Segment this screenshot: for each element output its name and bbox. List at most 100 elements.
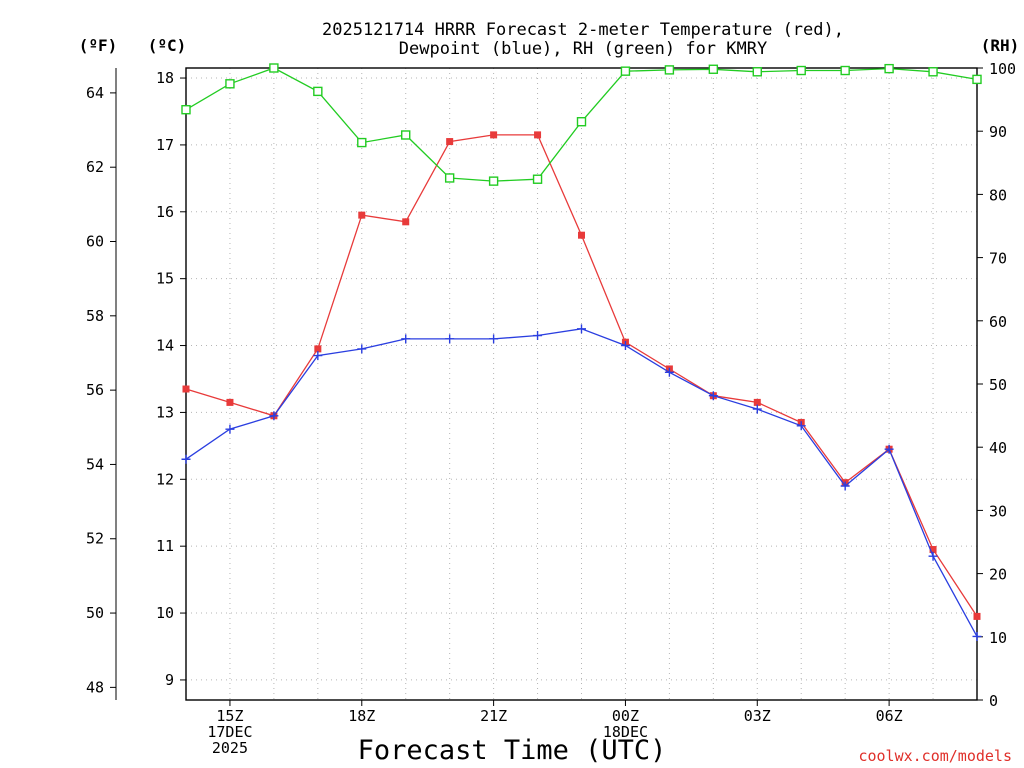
rh-tick-label: 40 [989,439,1007,457]
fahrenheit-tick-label: 58 [86,307,104,325]
x-tick-label: 03Z [744,707,771,725]
rh-tick-label: 90 [989,123,1007,141]
celsius-tick-label: 10 [156,604,174,622]
temperature-point [929,546,937,554]
dewpoint-point [269,411,279,421]
rh-tick-label: 60 [989,313,1007,331]
rh-point [532,174,543,184]
rh-point [620,66,631,76]
rh-point [576,117,587,127]
dewpoint-point [225,424,235,434]
dewpoint-point [577,324,586,334]
dewpoint-point [664,367,674,377]
celsius-unit-label: (ºC) [148,36,187,55]
celsius-tick-label: 11 [156,537,174,555]
chart-title-line-1: 2025121714 HRRR Forecast 2-meter Tempera… [322,20,844,40]
celsius-tick-label: 15 [156,270,174,288]
rh-tick-label: 20 [989,566,1007,584]
rh-tick-label: 70 [989,250,1007,268]
temperature-point [402,218,410,226]
dewpoint-point [357,344,367,354]
dewpoint-point [401,334,411,344]
rh-point [840,65,850,76]
rh-tick-label: 80 [989,186,1007,204]
fahrenheit-tick-label: 62 [86,158,104,176]
celsius-tick-label: 17 [156,136,174,154]
temperature-point [578,231,585,239]
fahrenheit-unit-label: (ºF) [79,36,118,55]
chart-title-line-2: Dewpoint (blue), RH (green) for KMRY [399,39,767,59]
rh-point [752,67,762,77]
rh-point [269,63,279,73]
rh-point [928,67,938,77]
x-tick-label: 15Z [216,707,243,725]
rh-point [313,86,323,97]
grid-lines [185,68,978,700]
celsius-tick-label: 16 [156,203,174,221]
x-tick-label: 00Z [612,707,639,725]
rh-point [357,137,367,148]
fahrenheit-tick-label: 54 [86,455,104,473]
rh-tick-label: 30 [989,502,1007,520]
dewpoint-point [884,444,894,454]
dewpoint-point [313,351,323,361]
celsius-tick-label: 14 [156,337,174,355]
celsius-tick-label: 13 [156,403,174,421]
data-series [181,63,982,641]
rh-point [796,65,806,76]
dewpoint-point [181,454,191,464]
x-tick-label: 18Z [348,707,375,725]
temperature-point [446,138,454,146]
rh-point [884,63,894,74]
temperature-point [358,211,366,219]
x-axis-label: Forecast Time (UTC) [358,735,667,766]
dewpoint-point [620,341,630,351]
temperature-point [753,398,761,406]
dewpoint-point [840,481,850,491]
rh-point [664,65,675,75]
fahrenheit-tick-label: 50 [86,604,104,622]
rh-point [225,79,235,89]
rh-point [708,64,719,74]
dewpoint-point [972,631,982,641]
celsius-tick-label: 12 [156,470,174,488]
x-tick-label: 21Z [480,707,507,725]
fahrenheit-tick-label: 60 [86,233,104,251]
dewpoint-point [928,551,938,561]
dewpoint-point [533,331,543,341]
x-tick-label: 18DEC [603,723,648,741]
celsius-tick-label: 18 [156,69,174,87]
credit-label: coolwx.com/models [858,747,1012,765]
temperature-point [534,131,542,139]
rh-point [972,74,982,85]
temperature-line [185,134,978,617]
temperature-point [314,345,322,353]
dewpoint-point [796,421,806,431]
temperature-point [973,612,981,620]
rh-tick-label: 10 [989,629,1007,647]
dewpoint-point [445,334,455,344]
rh-point [488,176,499,186]
temperature-point [226,398,234,406]
rh-tick-label: 100 [989,60,1016,78]
dewpoint-point [708,391,718,401]
fahrenheit-tick-label: 56 [86,381,104,399]
fahrenheit-tick-label: 48 [86,678,104,696]
fahrenheit-tick-label: 52 [86,530,104,548]
fahrenheit-tick-label: 64 [86,84,104,102]
rh-point [401,130,411,140]
x-tick-label: 17DEC [207,723,252,741]
dewpoint-line [185,328,978,637]
temperature-point [490,131,498,139]
rh-unit-label: (RH) [981,36,1020,55]
axes: 48 50 52 54 56 58 60 62 64 9 10 11 12 13 14 15 16 17 18 0 10… [86,60,1016,757]
rh-tick-label: 0 [989,692,998,710]
dewpoint-point [489,334,499,344]
rh-tick-label: 50 [989,376,1007,394]
temperature-point [182,385,190,393]
rh-point [181,105,191,115]
celsius-tick-label: 9 [165,671,174,689]
rh-point [444,173,455,183]
x-tick-label: 06Z [876,707,903,725]
